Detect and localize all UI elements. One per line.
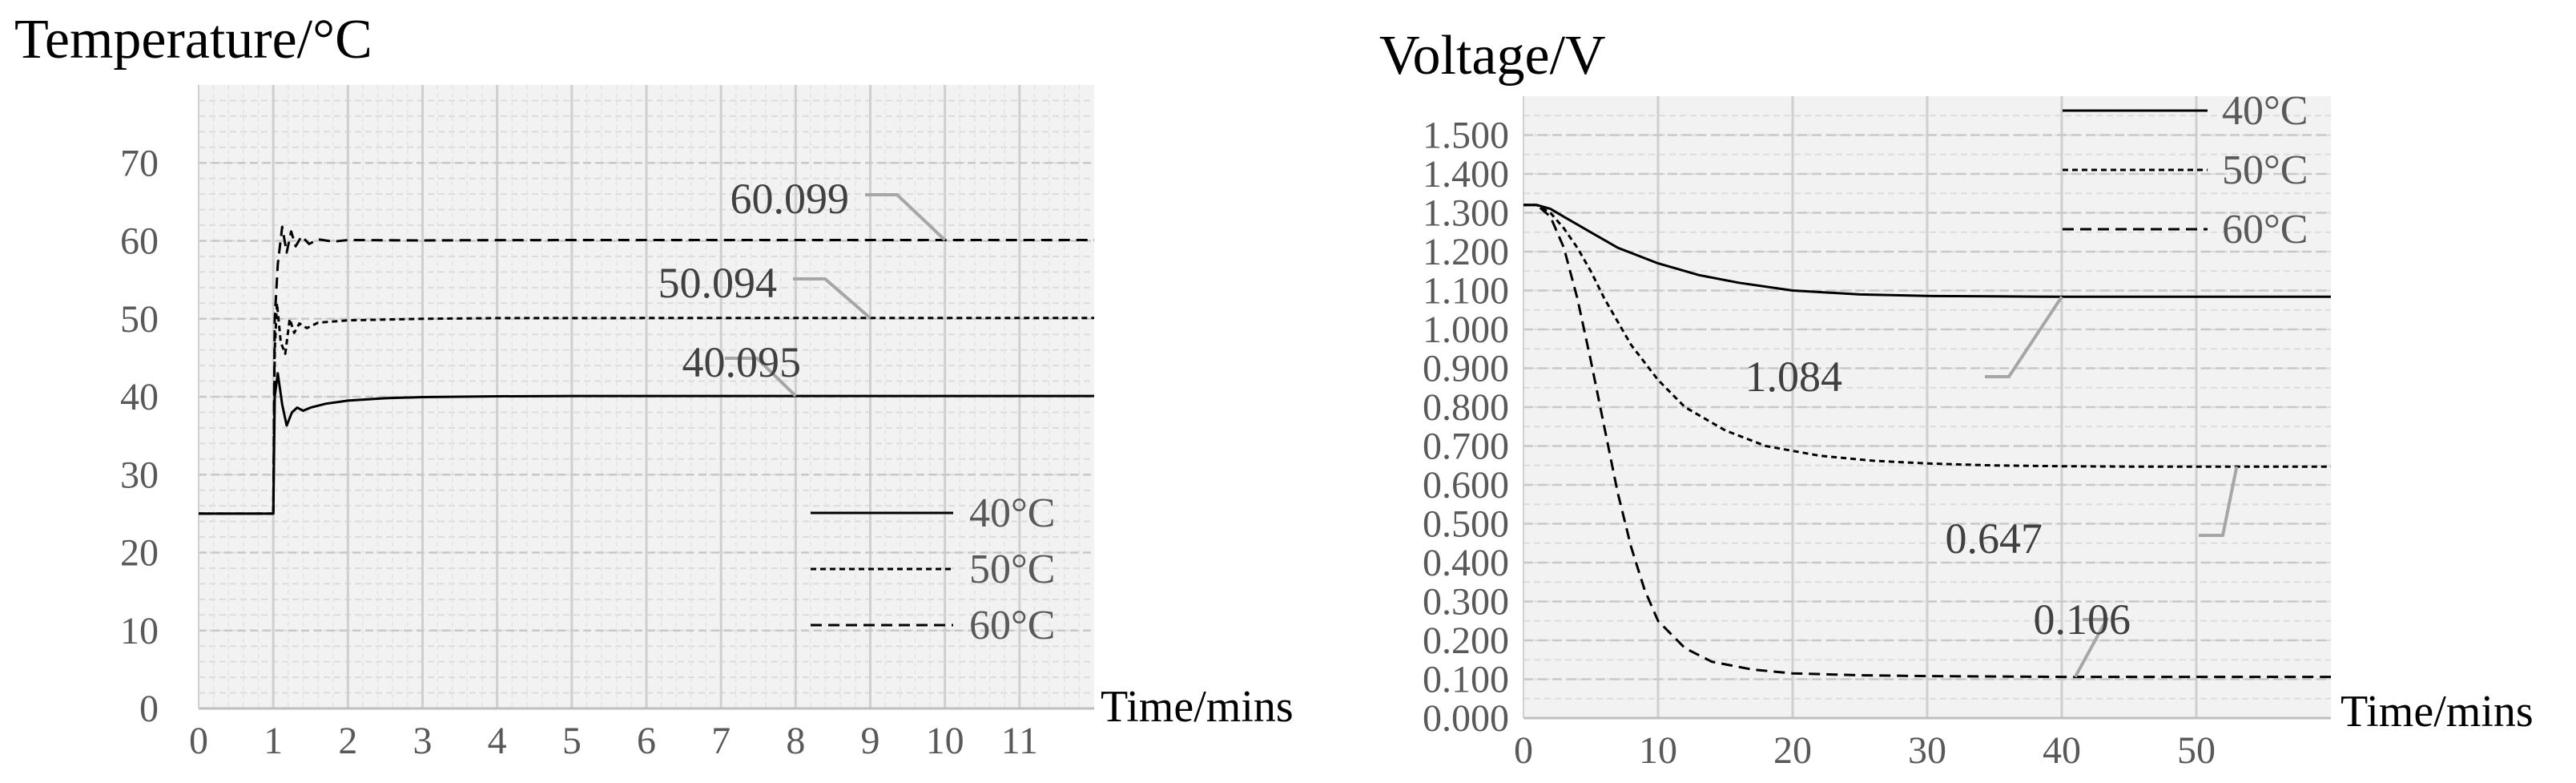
legend-label: 50°C [969, 547, 1055, 592]
y-tick-label: 40 [120, 376, 159, 418]
series-line-60c [1523, 204, 2331, 679]
x-tick-label: 11 [1001, 720, 1038, 762]
y-tick-label: 1.100 [1423, 270, 1509, 313]
data-label: 0.106 [2034, 595, 2131, 678]
x-tick-label: 6 [637, 720, 656, 762]
y-tick-label: 30 [120, 454, 159, 496]
x-tick-label: 2 [338, 720, 357, 762]
gridlines [1523, 96, 2331, 718]
legend-label: 60°C [2222, 207, 2308, 252]
y-tick-label: 0.900 [1423, 348, 1509, 390]
y-tick-label: 0.800 [1423, 386, 1509, 429]
data-label: 1.084 [1745, 296, 2063, 401]
y-tick-label: 70 [120, 142, 159, 184]
leader-line [793, 277, 871, 320]
data-label: 50.094 [658, 259, 871, 320]
series-line-40c [1523, 204, 2331, 298]
x-tick-label: 0 [189, 720, 208, 762]
x-tick-label: 8 [786, 720, 805, 762]
y-tick-label: 1.500 [1423, 115, 1509, 157]
x-tick-label: 30 [1908, 729, 1946, 772]
data-label: 60.099 [731, 175, 947, 241]
x-tick-label: 9 [861, 720, 880, 762]
x-tick-label: 4 [488, 720, 507, 762]
leader-line [1985, 296, 2063, 378]
y-tick-label: 0.400 [1423, 542, 1509, 584]
data-label-text: 0.106 [2034, 595, 2131, 644]
x-tick-label: 0 [1514, 729, 1533, 772]
y-tick-label: 1.000 [1423, 309, 1509, 351]
series-line-40c [199, 372, 1094, 515]
x-tick-label: 50 [2177, 729, 2216, 772]
x-tick-label: 5 [562, 720, 582, 762]
y-tick-label: 0 [139, 688, 159, 730]
chart-title: Temperature/°C [14, 9, 372, 71]
data-label-text: 40.095 [682, 338, 802, 386]
x-tick-label: 7 [711, 720, 731, 762]
series-line-50c [1523, 204, 2331, 468]
y-tick-label: 0.000 [1423, 697, 1509, 740]
y-tick-label: 0.500 [1423, 503, 1509, 546]
data-label-text: 60.099 [731, 175, 850, 223]
y-tick-label: 50 [120, 298, 159, 341]
leader-line [725, 357, 797, 398]
y-tick-label: 0.300 [1423, 581, 1509, 624]
x-axis-label: Time/mins [1101, 682, 1294, 732]
series-line-60c [199, 225, 1094, 515]
x-tick-label: 1 [264, 720, 283, 762]
series-line-50c [199, 301, 1094, 515]
x-tick-label: 20 [1773, 729, 1812, 772]
legend-label: 40°C [969, 490, 1055, 536]
y-tick-label: 1.200 [1423, 231, 1509, 273]
legend-label: 60°C [969, 603, 1055, 648]
x-tick-label: 10 [926, 720, 964, 762]
x-tick-label: 40 [2043, 729, 2081, 772]
y-tick-label: 60 [120, 220, 159, 263]
data-label: 0.647 [1946, 466, 2239, 563]
data-label-text: 1.084 [1745, 353, 1843, 401]
chart-title: Voltage/V [1379, 25, 1606, 87]
y-tick-label: 0.100 [1423, 659, 1509, 701]
y-tick-label: 10 [120, 610, 159, 652]
temperature-chart: 0 1 2 3 4 5 6 7 8 9 10 11 0 10 20 30 40 50 60 70 Temperature… [14, 9, 1294, 762]
x-tick-label: 10 [1639, 729, 1677, 772]
x-axis-label: Time/mins [2341, 687, 2534, 737]
leader-line [2074, 618, 2110, 678]
voltage-chart: 0 10 20 30 40 50 0.0000.1000.2000.3000.4000.50… [1379, 25, 2534, 772]
y-tick-label: 0.200 [1423, 620, 1509, 662]
y-tick-label: 20 [120, 532, 159, 575]
leader-line [2199, 466, 2239, 537]
y-tick-label: 1.300 [1423, 192, 1509, 235]
data-label: 40.095 [682, 338, 802, 398]
y-tick-label: 0.600 [1423, 464, 1509, 507]
x-tick-label: 3 [413, 720, 433, 762]
legend-label: 40°C [2222, 88, 2308, 134]
y-tick-label: 1.400 [1423, 153, 1509, 196]
data-label-text: 0.647 [1946, 515, 2043, 563]
leader-line [865, 193, 947, 241]
legend-label: 50°C [2222, 147, 2308, 193]
y-tick-label: 0.700 [1423, 426, 1509, 468]
data-label-text: 50.094 [658, 259, 778, 307]
